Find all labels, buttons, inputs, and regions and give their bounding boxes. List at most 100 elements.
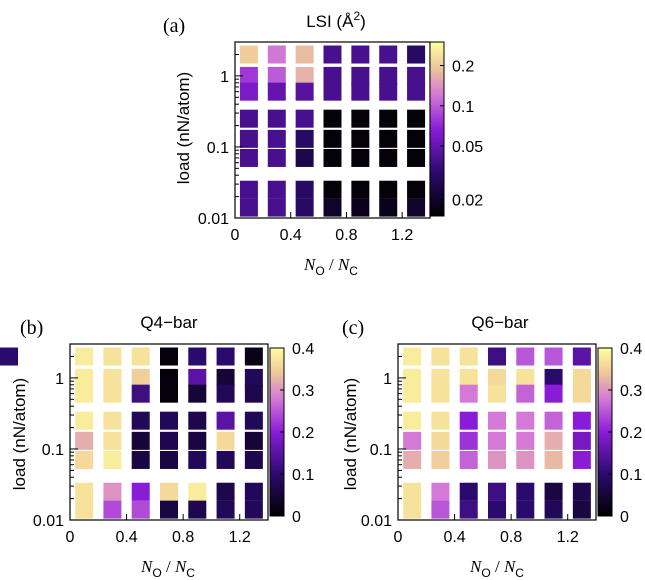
heatmap-cell [351,109,370,128]
heatmap-cell [188,431,207,450]
heatmap-cell [323,82,342,101]
heatmap-cell [188,450,207,469]
heatmap-cell [544,431,563,450]
heatmap-cell [103,411,122,430]
x-tick-label: 0.8 [500,529,522,546]
x-axis-label-c-n2: N [503,557,517,576]
x-axis-label-b-n1: N [140,557,154,576]
colorbar-tick-label: 0 [292,509,301,526]
heatmap-cell [267,129,286,148]
panel-b: (b) Q4−bar load (nN/atom) NO / NC 0 0.4 0.… [0,313,314,580]
heatmap-cell [188,411,207,430]
heatmap-cell [267,82,286,101]
heatmap-cell [295,82,314,101]
heatmap-cell [244,384,263,403]
y-axis-label-a: load (nN/atom) [174,72,193,184]
heatmap-cell [431,347,450,366]
y-tick-label: 0.01 [33,513,64,530]
heatmap-cell [516,450,535,469]
heatmap-cell [131,384,150,403]
heatmap-cell [403,500,422,519]
heatmap-cell [160,482,178,501]
heatmap-cell [131,450,150,469]
heatmap-cell [407,109,426,128]
heatmap-plot-c: 0 0.4 0.8 1.2 0.01 0.1 1 0 0.1 0.2 0.3 0.4 [361,341,642,546]
heatmap-cell [267,109,286,128]
heatmap-cell [459,450,478,469]
colorbar-tick-label: 0.2 [452,59,474,76]
heatmap-cell [351,129,370,148]
y-axis-label-c: load (nN/atom) [341,378,360,490]
x-axis-label-a: NO / NC [303,255,358,278]
heatmap-cell [431,450,450,469]
heatmap-cell [431,368,450,387]
heatmap-cell [160,411,178,430]
x-axis-label-b-sub1: O [152,566,161,580]
heatmap-cell [244,482,263,501]
chart-title-a-superscript: 2 [353,9,360,23]
heatmap-cell [459,384,478,403]
heatmap-cell [160,368,178,387]
heatmap-cell [407,148,426,167]
heatmap-cell [488,411,506,430]
heatmap-cell [379,109,398,128]
heatmap-cell [323,66,342,85]
x-tick-label: 0.4 [280,227,302,244]
x-axis-label-a-sub2: C [349,264,358,278]
heatmap-cell [103,482,122,501]
heatmap-cell [403,411,422,430]
heatmap-cell [403,482,422,501]
heatmap-cell [544,450,563,469]
heatmap-cell [244,450,263,469]
heatmap-cell [488,347,506,366]
heatmap-cell [295,148,314,167]
x-axis-label-b: NO / NC [140,557,195,580]
colorbar-tick-label: 0.2 [292,425,314,442]
heatmap-cell [544,482,563,501]
chart-title-a: LSI (Å2) [306,9,366,31]
heatmap-cell [75,411,94,430]
heatmap-cell [351,66,370,85]
heatmap-cell [239,198,258,217]
panel-label-b: (b) [20,317,43,339]
heatmap-cell [216,368,235,387]
heatmap-cell [323,45,342,64]
heatmap-cell [216,347,235,366]
heatmap-cell [379,129,398,148]
heatmap-cell [379,66,398,85]
panel-label-c: (c) [342,317,364,339]
heatmap-cell [351,180,370,199]
heatmap-cell [323,109,342,128]
heatmap-cell [516,500,535,519]
chart-title-b: Q4−bar [140,313,198,332]
heatmap-cell [459,431,478,450]
heatmap-cell [75,500,94,519]
y-tick-label: 1 [55,371,64,388]
heatmap-cell [188,368,207,387]
panel-c: (c) Q6−bar load (nN/atom) NO / NC 0 0.4 0.… [341,313,642,580]
y-tick-label: 1 [383,371,392,388]
heatmap-cell [244,500,263,519]
heatmap-cell [295,198,314,217]
heatmap-cell [459,347,478,366]
heatmap-cell [160,450,178,469]
heatmap-cell [188,384,207,403]
heatmap-cell [407,198,426,217]
heatmap-cell [407,66,426,85]
x-tick-label: 0 [231,227,240,244]
heatmap-cell [75,347,94,366]
heatmap-cell [131,368,150,387]
heatmap-cell [0,347,18,366]
heatmap-cell [295,109,314,128]
heatmap-cell [379,148,398,167]
heatmap-cell [75,368,94,387]
heatmap-cell [103,368,122,387]
x-tick-label: 0 [66,529,75,546]
heatmap-cell [407,180,426,199]
heatmap-cell [488,500,506,519]
colorbar-tick-label: 0.02 [452,192,483,209]
x-tick-label: 1.2 [229,529,251,546]
heatmap-cell [379,82,398,101]
heatmap-cell [323,198,342,217]
